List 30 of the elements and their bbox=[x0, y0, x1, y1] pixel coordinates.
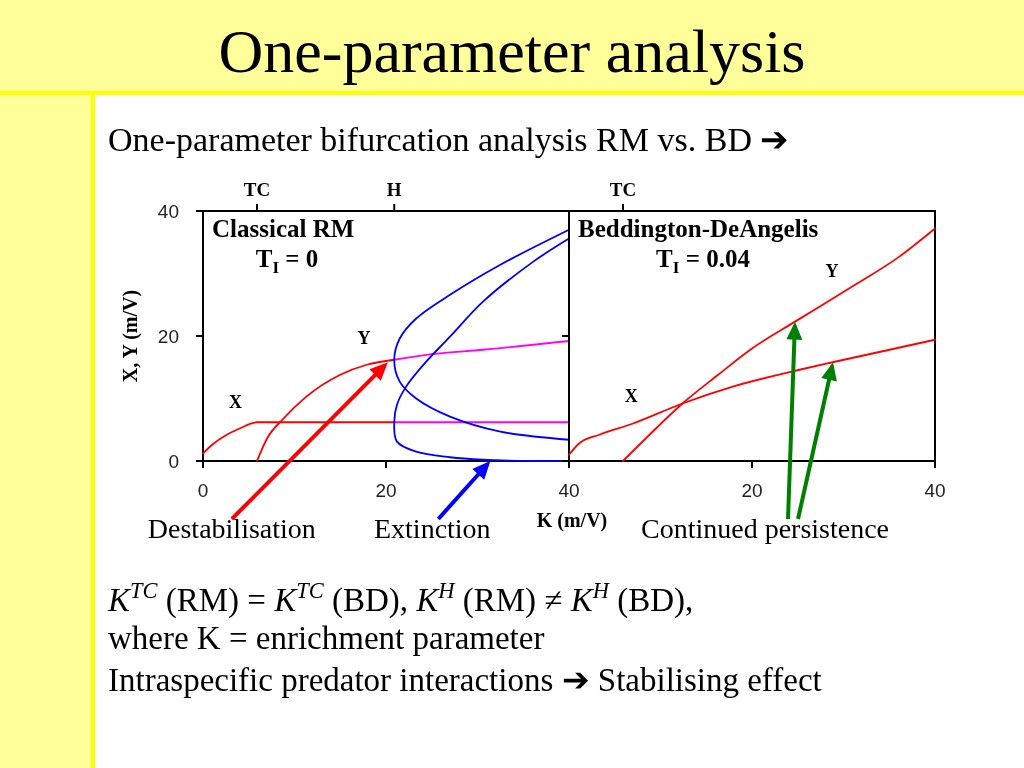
ref-line-label: TC bbox=[243, 179, 271, 200]
x-axis-title: K (m/V) bbox=[536, 509, 608, 532]
text: One-parameter analysis bbox=[218, 17, 806, 85]
text: T$_{I}$ = 0.04 bbox=[656, 245, 751, 277]
x-tick-label: 0 bbox=[197, 480, 209, 501]
ref-line-label: TC bbox=[609, 179, 637, 200]
line-series bbox=[393, 340, 570, 361]
annotation: Destabilisation bbox=[147, 513, 316, 544]
y-tick-label: 0 bbox=[168, 451, 179, 472]
y-axis-title: X, Y (m/V) bbox=[119, 289, 142, 383]
x-tick-label: 40 bbox=[558, 480, 580, 501]
ref-line-label: H bbox=[386, 179, 402, 200]
y-tick-label: 40 bbox=[157, 201, 179, 222]
series-label: Y bbox=[357, 327, 371, 348]
series-label: X bbox=[624, 386, 638, 407]
series-label: Y bbox=[825, 260, 839, 281]
text: One-parameter bifurcation analysis RM vs. BD ➔ bbox=[108, 121, 789, 158]
chart-title: Classical RM bbox=[212, 215, 355, 242]
x-tick-label: 20 bbox=[375, 480, 397, 501]
chart-title: Beddington-DeAngelis bbox=[578, 215, 819, 242]
annotation: Continued persistence bbox=[640, 513, 890, 544]
text: T$_{I}$ = 0 bbox=[255, 245, 319, 277]
text: Intraspecific predator interactions ➔ Stabilising effect bbox=[108, 662, 822, 698]
x-tick-label: 20 bbox=[741, 480, 763, 501]
y-tick-label: 20 bbox=[157, 326, 179, 347]
text: where K = enrichment parameter bbox=[108, 620, 545, 656]
text: K$^{TC}$ (RM) = K$^{TC}$ (BD), K$^{H}$ (RM) ≠ K$^{H}$ (BD), bbox=[108, 578, 694, 618]
x-tick-label: 40 bbox=[924, 480, 946, 501]
series-label: X bbox=[229, 392, 243, 413]
annotation: Extinction bbox=[373, 513, 491, 544]
